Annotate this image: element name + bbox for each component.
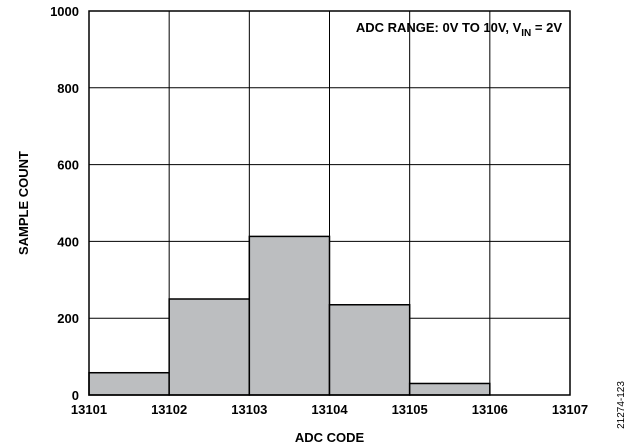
x-tick-label: 13107 — [552, 402, 588, 417]
y-axis-title: SAMPLE COUNT — [16, 151, 31, 255]
histogram-bar — [248, 235, 331, 396]
y-tick-label: 200 — [57, 311, 79, 326]
y-tick-label: 0 — [72, 388, 79, 403]
histogram-bars — [88, 235, 491, 396]
y-tick-label: 400 — [57, 234, 79, 249]
x-tick-labels: 13101 13102 13103 13104 13105 13106 13107 — [71, 402, 588, 417]
x-tick-label: 13106 — [472, 402, 508, 417]
adc-range-annotation: ADC RANGE: 0V TO 10V, VIN = 2V — [356, 20, 562, 39]
x-axis-title: ADC CODE — [295, 430, 365, 445]
annotation-subscript: IN — [521, 28, 531, 39]
x-tick-label: 13103 — [231, 402, 267, 417]
x-tick-label: 13105 — [392, 402, 428, 417]
annotation-prefix: ADC RANGE: 0V TO 10V, V — [356, 20, 522, 35]
figure-id: 21274-123 — [616, 381, 627, 429]
y-tick-labels: 0 200 400 600 800 1000 — [50, 4, 79, 403]
histogram-bar — [408, 382, 491, 396]
histogram-bar — [328, 304, 411, 396]
histogram-bar — [168, 298, 251, 396]
y-tick-label: 1000 — [50, 4, 79, 19]
x-tick-label: 13101 — [71, 402, 107, 417]
y-tick-label: 600 — [57, 158, 79, 173]
plot-frame — [88, 10, 571, 396]
annotation-suffix: = 2V — [531, 20, 562, 35]
histogram-bar — [88, 371, 170, 396]
y-tick-label: 800 — [57, 81, 79, 96]
x-tick-label: 13104 — [311, 402, 348, 417]
x-tick-label: 13102 — [151, 402, 187, 417]
